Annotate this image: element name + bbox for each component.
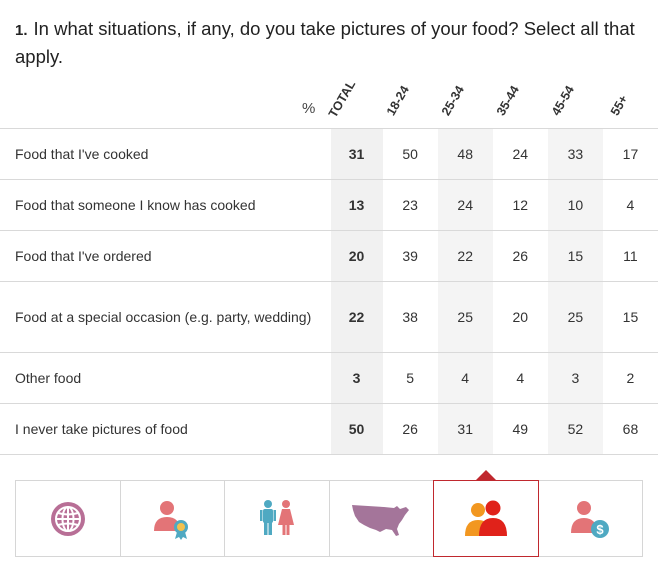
cell-value: 49 xyxy=(512,421,529,437)
cell-value: 22 xyxy=(437,230,493,282)
person-income-icon: $ xyxy=(571,500,610,538)
table-row: Food that I've cooked 31 50 48 24 33 17 xyxy=(0,128,658,180)
cell-value: 24 xyxy=(437,179,493,231)
column-header: 18-24 xyxy=(383,83,412,118)
cell-value: 48 xyxy=(437,128,493,180)
cell-value: 25 xyxy=(437,281,493,353)
row-label: I never take pictures of food xyxy=(15,421,188,437)
tab-overall[interactable] xyxy=(15,480,120,557)
cell-value: 17 xyxy=(622,146,639,162)
row-label: Food that I've cooked xyxy=(15,146,149,162)
question-title: 1. In what situations, if any, do you tak… xyxy=(15,16,645,70)
cell-value: 12 xyxy=(512,197,529,213)
cell-value: 50 xyxy=(402,146,418,162)
cell-value: 39 xyxy=(402,248,418,264)
percent-symbol: % xyxy=(302,100,316,117)
table-row: Other food 3 5 4 4 3 2 xyxy=(0,352,658,404)
table-header: % TOTAL 18-24 25-34 35-44 45-54 55+ xyxy=(0,77,658,128)
age-group-icon xyxy=(464,500,507,536)
usa-map-icon xyxy=(352,504,410,536)
cell-value: 2 xyxy=(626,370,635,386)
column-header: 45-54 xyxy=(548,83,577,118)
table-row: I never take pictures of food 50 26 31 49 52 6… xyxy=(0,403,658,455)
cell-value: 26 xyxy=(402,421,418,437)
cell-value: 11 xyxy=(623,248,638,264)
cell-value: 31 xyxy=(437,403,493,455)
row-label: Food that someone I know has cooked xyxy=(15,197,256,213)
total-value: 3 xyxy=(330,352,383,404)
column-header: TOTAL xyxy=(325,77,359,120)
cell-value: 25 xyxy=(547,281,603,353)
row-label: Other food xyxy=(15,370,82,386)
table-row: Food that someone I know has cooked 13 23 2… xyxy=(0,179,658,231)
segment-tabs: $ xyxy=(15,480,643,557)
cell-value: 10 xyxy=(547,179,603,231)
cell-value: 23 xyxy=(402,197,418,213)
person-award-icon xyxy=(154,500,189,540)
total-value: 31 xyxy=(330,128,383,180)
tab-age[interactable] xyxy=(433,480,539,557)
cell-value: 4 xyxy=(516,370,525,386)
results-table: Food that I've cooked 31 50 48 24 33 17 Food th… xyxy=(0,128,658,455)
table-row: Food that I've ordered 20 39 22 26 15 11 xyxy=(0,230,658,282)
total-value: 22 xyxy=(330,281,383,353)
cell-value: 33 xyxy=(547,128,603,180)
globe-icon xyxy=(50,501,85,536)
active-tab-pointer xyxy=(476,470,496,480)
cell-value: 3 xyxy=(547,352,603,404)
cell-value: 68 xyxy=(622,421,639,437)
svg-text:$: $ xyxy=(597,522,605,537)
cell-value: 15 xyxy=(622,309,639,325)
cell-value: 5 xyxy=(406,370,415,386)
gender-icon xyxy=(259,499,294,535)
tab-income[interactable]: $ xyxy=(538,480,643,557)
question-number: 1. xyxy=(15,22,28,39)
tab-education[interactable] xyxy=(119,480,224,557)
column-header: 35-44 xyxy=(493,83,522,118)
cell-value: 38 xyxy=(402,309,418,325)
cell-value: 4 xyxy=(437,352,493,404)
column-header: 55+ xyxy=(607,92,631,118)
cell-value: 4 xyxy=(626,197,635,213)
cell-value: 20 xyxy=(512,309,529,325)
cell-value: 24 xyxy=(512,146,529,162)
question-text: In what situations, if any, do you take … xyxy=(15,18,635,67)
cell-value: 26 xyxy=(512,248,529,264)
table-row: Food at a special occasion (e.g. party, … xyxy=(0,281,658,353)
column-header: 25-34 xyxy=(438,83,467,118)
cell-value: 15 xyxy=(547,230,603,282)
row-label: Food at a special occasion (e.g. party, … xyxy=(15,309,312,325)
total-value: 20 xyxy=(330,230,383,282)
tab-gender[interactable] xyxy=(224,480,329,557)
row-label: Food that I've ordered xyxy=(15,248,152,264)
total-value: 13 xyxy=(330,179,383,231)
cell-value: 52 xyxy=(547,403,603,455)
tab-region[interactable] xyxy=(328,480,433,557)
total-value: 50 xyxy=(330,403,383,455)
